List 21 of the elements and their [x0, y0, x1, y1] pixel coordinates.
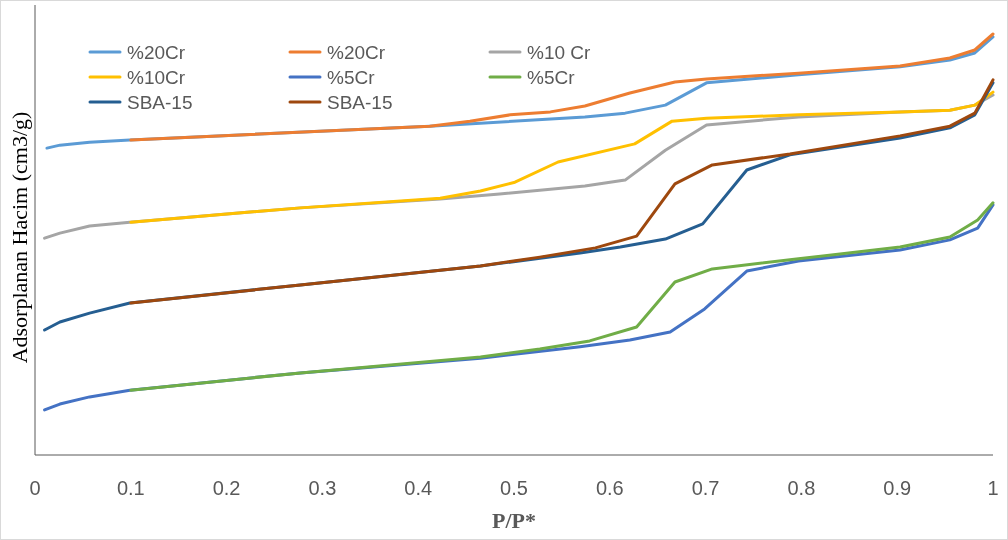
legend-label: %5Cr — [327, 67, 376, 88]
x-tick-label: 0.9 — [883, 477, 912, 499]
x-tick-label: 0.4 — [404, 477, 433, 499]
x-tick-label: 0.3 — [308, 477, 337, 499]
x-tick-label: 1 — [987, 477, 999, 499]
y-axis-title: Adsorplanan Hacim (cm3/g) — [7, 111, 32, 364]
x-tick-label: 0.5 — [500, 477, 528, 499]
legend-label: %10 Cr — [527, 42, 592, 63]
legend-label: SBA-15 — [127, 92, 193, 113]
x-axis-title: P/P* — [492, 508, 536, 533]
x-tick-label: 0 — [29, 477, 41, 499]
x-tick-label: 0.8 — [787, 477, 816, 499]
x-tick-label: 0.7 — [691, 477, 720, 499]
legend-label: %10Cr — [127, 67, 186, 88]
x-tick-label: 0.6 — [595, 477, 624, 499]
legend-label: %5Cr — [527, 67, 576, 88]
legend-label: %20Cr — [127, 42, 186, 63]
x-tick-label: 0.1 — [116, 477, 145, 499]
legend-label: SBA-15 — [327, 92, 393, 113]
legend-label: %20Cr — [327, 42, 386, 63]
x-tick-label: 0.2 — [212, 477, 241, 499]
